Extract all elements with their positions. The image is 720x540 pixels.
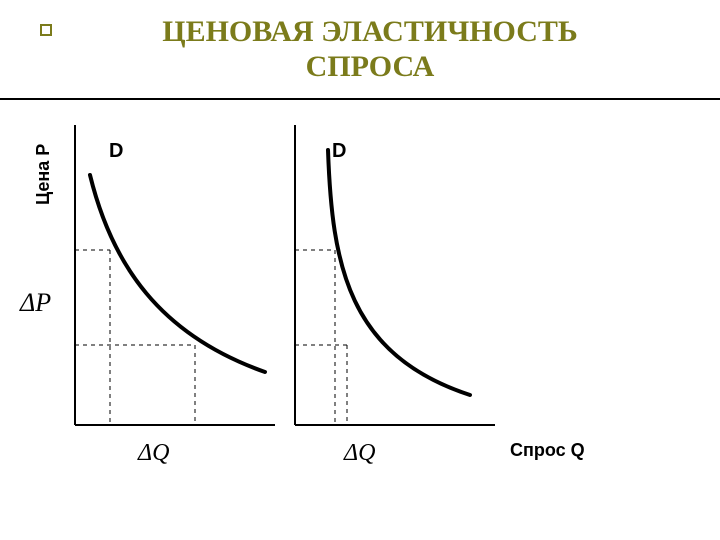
y-axis-label: Цена Р (33, 144, 54, 205)
title-bullet (40, 24, 52, 36)
title-line1: ЦЕНОВАЯ ЭЛАСТИЧНОСТЬ (162, 15, 578, 48)
chart-left-svg (60, 120, 285, 455)
chart-right-svg (280, 120, 505, 455)
delta-q-right-label: ΔQ (344, 440, 375, 467)
title-underline (0, 98, 720, 100)
chart-left (60, 120, 285, 455)
slide-root: ЦЕНОВАЯ ЭЛАСТИЧНОСТЬ СПРОСА Цена Р Спрос… (0, 0, 720, 540)
delta-q-left-label: ΔQ (138, 440, 169, 467)
title-line2: СПРОСА (306, 50, 435, 83)
page-title: ЦЕНОВАЯ ЭЛАСТИЧНОСТЬ СПРОСА (120, 14, 620, 85)
curve-label-left: D (109, 140, 123, 163)
chart-right (280, 120, 505, 455)
x-axis-label: Спрос Q (510, 440, 585, 461)
curve-label-right: D (332, 140, 346, 163)
delta-p-label: ΔP (20, 288, 51, 318)
